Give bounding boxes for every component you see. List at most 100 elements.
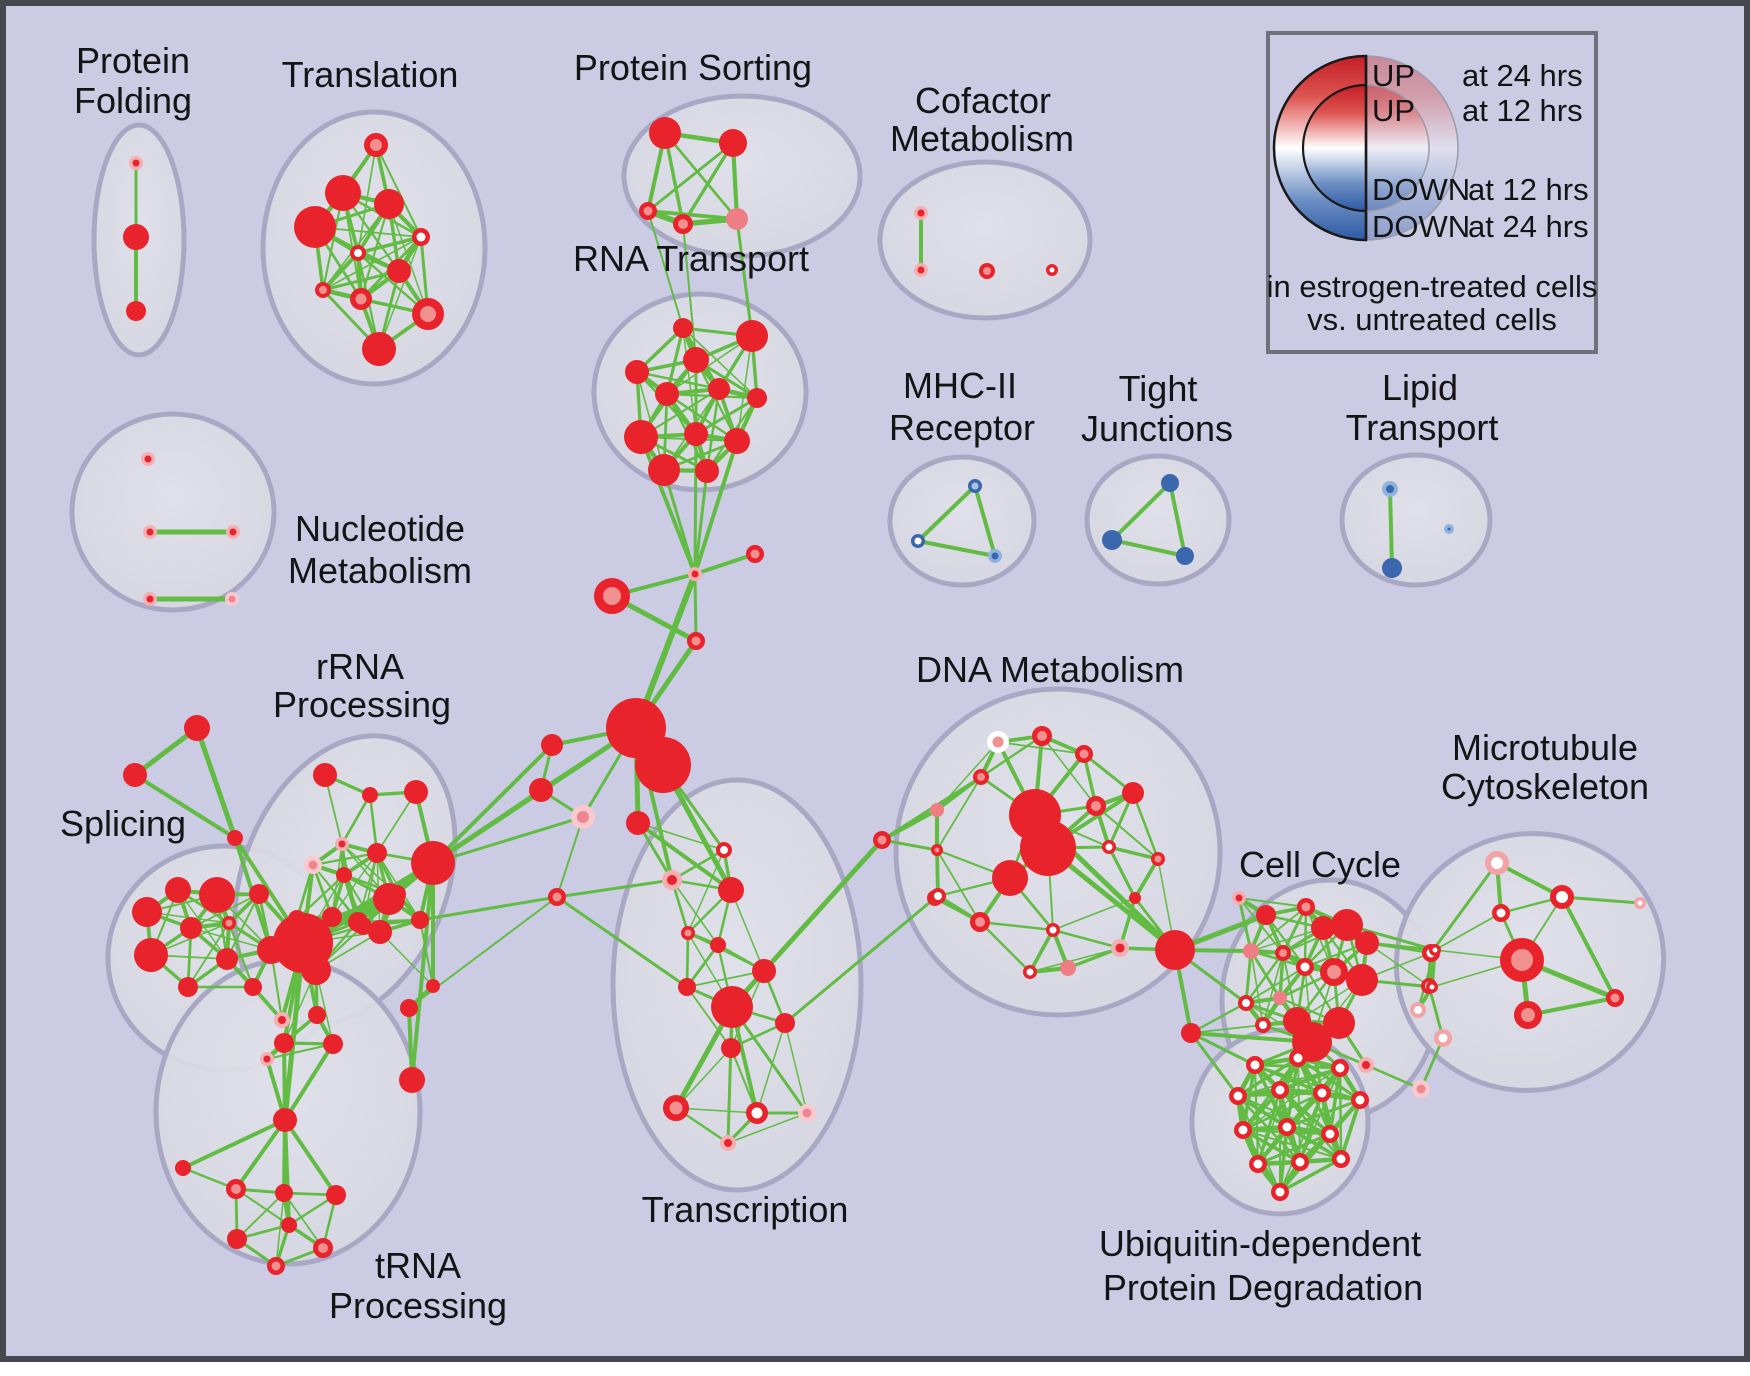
edge-link-rna-transport-connectors [693,432,698,576]
edge-dna-metabolism [1107,845,1160,861]
gene-node-transcription-13 [798,1104,816,1122]
gene-node-connectors-3 [687,632,705,650]
gene-node-protein-sorting-2 [639,202,657,220]
cluster-label-mhc-ii-receptor: MHC-II [903,365,1017,406]
gene-node-dna-metabolism-12 [931,844,943,856]
gene-node-dna-metabolism-18 [1111,939,1129,957]
gene-node-translation-7 [315,282,331,298]
cluster-label-transcription: Transcription [642,1189,849,1230]
gene-node-ubiquitin-degradation-10 [1249,1155,1267,1173]
gene-node-lipid-transport-1 [1382,558,1402,578]
edge-ubiquitin-degradation [1278,1157,1343,1194]
edge-dna-metabolism [1095,805,1159,860]
cluster-label-cofactor-metabolism: Metabolism [890,118,1074,159]
edge-trna-processing [235,1188,290,1226]
gene-node-trna-processing-4 [326,1185,346,1205]
gene-node-translation-5 [350,245,366,261]
gene-node-splicing-outliers-1 [123,763,147,787]
edge-cell-cycle [1189,1031,1314,1044]
gene-node-connectors-8 [873,831,891,849]
edge-cell-cycle [1190,1024,1264,1034]
edge-rrna-processing [295,873,346,921]
edge-cell-cycle [1262,952,1284,1026]
cluster-label-nucleotide-metabolism: Metabolism [288,550,472,591]
edge-ubiquitin-degradation [1285,1125,1343,1161]
edge-cell-cycle [1366,942,1430,987]
edge-link-rna-transport-connectors [639,435,697,576]
gene-node-dna-metabolism-16 [1060,960,1076,976]
edge-transcription [675,1047,732,1109]
gene-node-transcription-3 [718,877,744,903]
gene-node-transcription-4 [681,926,695,940]
gene-node-trna-processing-6 [313,1238,333,1258]
cluster-ellipse-cofactor-metabolism [877,159,1093,321]
gene-node-ubiquitin-degradation-13 [1271,1183,1289,1201]
gene-node-trna-processing-8 [281,1217,297,1233]
edge-ubiquitin-degradation [1236,1056,1300,1098]
gene-node-microtubule-cytoskeleton-8 [1606,989,1624,1007]
gene-node-mhc-ii-receptor-2 [988,549,1002,563]
gene-node-tight-junctions-0 [1161,474,1179,492]
edge-rrna-processing [379,931,434,987]
legend-halfdisk-faded [1365,84,1430,212]
edge-rna-transport [705,387,721,473]
edge-dna-metabolism [1133,857,1160,900]
gene-node-rrna-processing-12 [368,920,392,944]
edge-link-rna-transport-connectors [693,469,709,576]
edge-microtubule-cytoskeleton [1434,912,1502,951]
edge-dna-metabolism [1107,845,1137,900]
edge-dna-metabolism [978,920,1055,932]
gene-node-translation-9 [412,298,444,330]
gene-node-translation-4 [412,228,430,246]
cluster-ellipse-nucleotide-metabolism [69,411,277,613]
edge-ubiquitin-degradation [1241,1091,1324,1132]
edge-tight-junctions [1110,481,1172,542]
gene-node-rrna-processing-20 [323,1034,343,1054]
gene-node-cell-cycle-8 [1320,958,1348,986]
gene-node-cell-cycle-3 [1331,909,1363,941]
edge-transcription [727,1112,808,1144]
edge-link-connectors-transcription [555,878,674,899]
gene-node-microtubule-cytoskeleton-1 [1550,885,1574,909]
gene-node-splicing-5 [222,916,236,930]
edge-rna-transport [635,370,721,391]
gene-node-rrna-processing-4 [367,843,387,863]
edge-trna-processing [234,1118,287,1191]
gene-node-protein-folding-0 [129,156,143,170]
edge-link-transcription-connectors [783,896,937,1025]
edge-rrna-processing [266,1043,334,1060]
gene-node-microtubule-cytoskeleton-5 [1426,981,1438,993]
gene-node-protein-sorting-3 [673,214,693,234]
gene-node-cell-cycle-22 [1232,891,1246,905]
gene-node-transcription-10 [721,1038,741,1058]
gene-node-rna-transport-4 [655,382,679,406]
edge-dna-metabolism [936,849,981,923]
gene-node-trna-processing-7 [267,1257,285,1275]
edge-cell-cycle [1245,966,1306,1004]
gene-node-splicing-4 [180,917,202,939]
gene-node-cell-cycle-20 [1434,1029,1452,1047]
edge-rrna-processing [331,852,378,918]
gene-node-rrna-processing-15 [354,917,372,935]
gene-node-translation-1 [325,175,361,211]
gene-node-cell-cycle-10 [1238,995,1254,1011]
edge-mhc-ii-receptor [973,484,997,558]
gene-node-trna-processing-5 [227,1229,247,1249]
cluster-label-trna-processing: Processing [329,1285,507,1326]
gene-node-splicing-11 [274,1012,290,1028]
legend-direction-label: DOWN [1372,209,1470,244]
gene-node-cofactor-metabolism-0 [914,206,928,220]
legend-halfdisk-12hr-solid [1301,83,1368,213]
edge-transcription [670,848,726,882]
edge-translation [375,144,422,238]
gene-node-rrna-processing-7 [411,841,455,885]
edge-transcription [637,822,725,851]
gene-node-microtubule-cytoskeleton-6 [1410,1002,1426,1018]
gene-node-ubiquitin-degradation-12 [1332,1150,1350,1168]
edge-tight-junctions [1110,538,1187,558]
gene-node-microtubule-cytoskeleton-0 [1485,851,1509,875]
gene-node-mhc-ii-receptor-1 [911,534,925,548]
